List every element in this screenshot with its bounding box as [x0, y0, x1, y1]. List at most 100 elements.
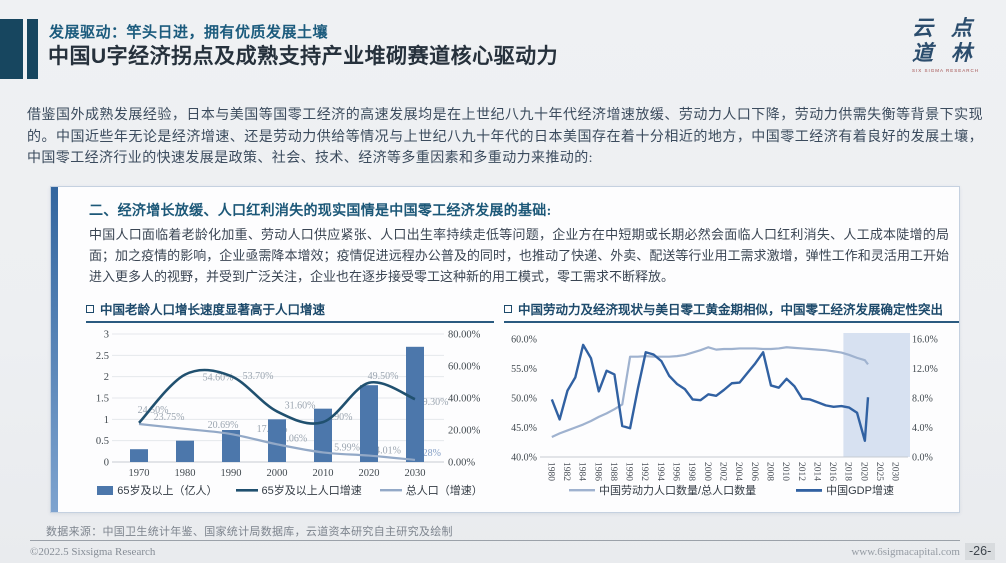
data-source-note: 数据来源：中国卫生统计年鉴、国家统计局数据库，云道资本研究自主研究及绘制: [46, 526, 453, 538]
left-axis-tick: 40.0%: [511, 453, 537, 464]
x-axis-tick: 1996: [671, 462, 681, 481]
x-axis-tick: 1998: [686, 462, 696, 481]
point-label: 1.28%: [415, 448, 441, 459]
right-chart-title-text: 中国劳动力及经济现状与美日零工黄金期相似，中国零工经济发展确定性突出: [518, 303, 944, 317]
logo-tagline: SIX SIGMA RESEARCH: [912, 68, 980, 73]
bar-series: [130, 346, 424, 462]
x-axis-tick: 2018: [843, 462, 853, 481]
x-axis-tick: 1990: [624, 462, 634, 481]
left-axis-tick: 60.0%: [511, 335, 537, 346]
left-axis-tick: 1.5: [96, 394, 109, 405]
x-axis-tick: 2000: [267, 468, 288, 479]
x-axis-tick: 1984: [577, 462, 587, 481]
logo-line-1: 云 点: [912, 15, 972, 40]
elderly-growth-line: [138, 368, 416, 425]
footer-divider: [30, 540, 960, 541]
panel-accent-bar: [51, 187, 58, 512]
x-axis-tick: 1980: [175, 468, 196, 479]
left-axis-tick: 3: [104, 330, 109, 341]
header-accent-bar: [27, 19, 38, 79]
forecast-band: [843, 333, 910, 457]
bar: [360, 385, 378, 462]
legend-label: 65岁及以上（亿人）: [117, 485, 218, 497]
total-population-growth-line: [138, 422, 416, 462]
legend-item: 65岁及以上（亿人）: [97, 482, 218, 498]
x-axis-tick: 2008: [764, 462, 774, 481]
x-axis-tick: 1992: [639, 462, 649, 481]
x-axis-tick: 2002: [718, 462, 728, 481]
x-axis-tick: 2010: [780, 462, 790, 481]
left-axis-tick: 0.5: [96, 436, 109, 447]
x-axis-tick: 1994: [655, 462, 665, 481]
right-axis-tick: 4.0%: [912, 423, 933, 434]
bar: [130, 449, 148, 462]
labor-gdp-chart: 40.0% 45.0% 50.0% 55.0% 60.0% 0.0% 4.0% 8.0% 12.…: [511, 333, 938, 481]
bar: [222, 430, 240, 462]
left-axis-tick: 50.0%: [511, 394, 537, 405]
panel-body-text: 中国人口面临着老龄化加重、劳动人口供应紧张、人口出生率持续走低等问题，企业方在中…: [89, 227, 949, 284]
x-axis-tick: 1970: [129, 468, 150, 479]
x-axis-tick: 2020: [858, 462, 868, 481]
legend-label: 总人口（增速）: [405, 485, 483, 497]
point-label: 53.70%: [243, 371, 274, 382]
point-label: 11.06%: [277, 433, 307, 444]
right-axis-tick: 60.00%: [448, 362, 481, 373]
x-axis-tick: 1990: [221, 468, 242, 479]
slide-subtitle: 发展驱动：竿头日进，拥有优质发展土壤: [49, 24, 329, 41]
intro-paragraph: 借鉴国外成熟发展经验，日本与美国等国零工经济的高速发展均是在上世纪八九十年代经济…: [27, 108, 983, 166]
right-axis-tick: 16.0%: [912, 335, 938, 346]
x-axis-tick: 2030: [405, 468, 426, 479]
right-chart-legend: 中国劳动力人口数量/总人口数量 中国GDP增速: [504, 482, 959, 498]
logo-line-2: 道 林: [912, 40, 972, 65]
point-label: 54.60%: [203, 373, 234, 384]
right-axis-tick: 80.00%: [448, 330, 481, 341]
x-axis-tick: 2020: [359, 468, 380, 479]
x-axis-tick: 1986: [592, 462, 602, 481]
bar: [268, 419, 286, 462]
legend-item: 65岁及以上人口增速: [235, 482, 362, 498]
page-number: -26-: [965, 543, 996, 560]
logo-char: 云: [912, 15, 933, 40]
x-axis-tick: 2012: [796, 462, 806, 481]
point-label: 49.50%: [368, 371, 399, 382]
legend-item: 中国劳动力人口数量/总人口数量: [569, 482, 756, 498]
x-axis-tick: 2010: [313, 468, 334, 479]
point-label: 20.69%: [208, 420, 239, 431]
bar: [176, 440, 194, 462]
right-chart-section: 中国劳动力及经济现状与美日零工黄金期相似，中国零工经济发展确定性突出 40.0%…: [504, 299, 959, 498]
x-axis-tick: 1982: [561, 462, 571, 481]
left-chart-title-text: 中国老龄人口增长速度显著高于人口增速: [100, 303, 326, 317]
content-panel: 二、经济增长放缓、人口红利消失的现实国情是中国零工经济发展的基础: 中国人口面临…: [50, 186, 960, 513]
x-axis-tick: 2000: [702, 462, 712, 481]
slide-title: 中国U字经济拐点及成熟支持产业堆砌赛道核心驱动力: [48, 45, 559, 68]
x-axis-tick: 1988: [608, 462, 618, 481]
right-axis-tick: 0.0%: [912, 453, 933, 464]
company-logo: 云 点 道 林 SIX SIGMA RESEARCH: [912, 15, 980, 73]
left-chart-legend: 65岁及以上（亿人） 65岁及以上人口增速 总人口（增速）: [86, 482, 494, 498]
gdp-growth-line: [550, 343, 870, 442]
website-url: www.6sigmacapital.com: [851, 546, 960, 558]
square-bullet-icon: [504, 304, 512, 313]
right-axis-tick: 8.0%: [912, 394, 933, 405]
left-chart-section: 中国老龄人口增长速度显著高于人口增速 0 0.5 1 1.5 2 2.5 3 0.00% 20.…: [86, 299, 494, 498]
bar: [406, 346, 424, 462]
copyright-text: ©2022.5 Sixsigma Research: [30, 546, 156, 558]
x-axis-tick: 2030: [890, 462, 900, 481]
labor-ratio-line: [551, 346, 869, 438]
legend-label: 中国劳动力人口数量/总人口数量: [599, 485, 757, 497]
right-axis-tick: 0.00%: [448, 458, 475, 469]
x-axis-tick: 2006: [749, 462, 759, 481]
logo-char: 道: [912, 40, 933, 65]
legend-label: 65岁及以上人口增速: [261, 485, 362, 497]
point-label: 5.99%: [334, 442, 360, 453]
left-axis-tick: 2.5: [96, 351, 109, 362]
right-chart-title: 中国劳动力及经济现状与美日零工黄金期相似，中国零工经济发展确定性突出: [504, 299, 959, 323]
right-axis-tick: 40.00%: [448, 394, 481, 405]
legend-item: 总人口（增速）: [379, 482, 483, 498]
point-label: 39.30%: [418, 397, 449, 408]
x-axis-tick: 2014: [811, 462, 821, 481]
logo-char: 点: [951, 15, 972, 40]
left-chart-title: 中国老龄人口增长速度显著高于人口增速: [86, 299, 494, 323]
legend-item: 中国GDP增速: [796, 482, 894, 498]
